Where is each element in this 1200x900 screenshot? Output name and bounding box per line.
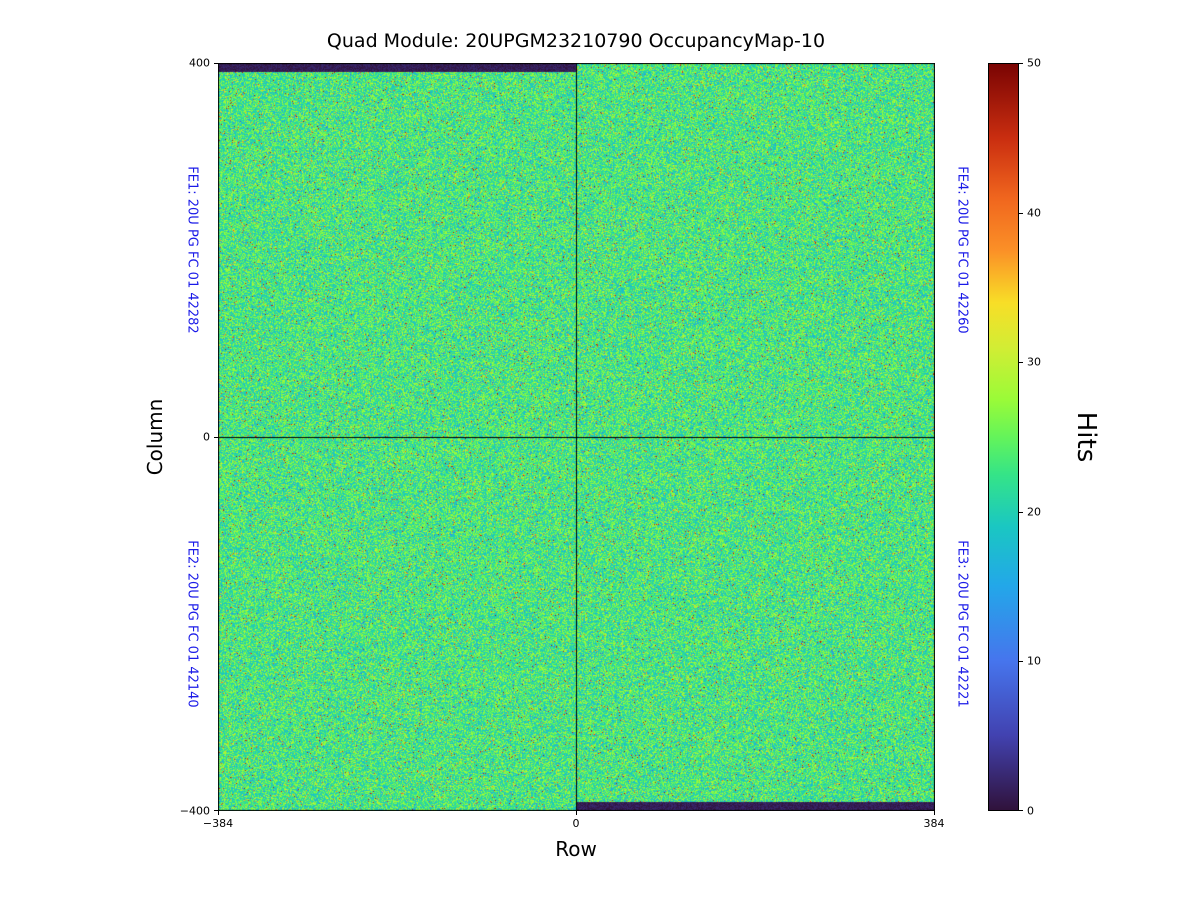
x-axis-label: Row: [555, 837, 597, 861]
colorbar-tick-mark: [1019, 661, 1023, 662]
colorbar-tick-label-40: 40: [1027, 206, 1041, 220]
fe2-chip-label: FE2: 20U PG FC 01 42140: [184, 540, 200, 708]
colorbar-tick-label-50: 50: [1027, 56, 1041, 70]
colorbar-tick-label-10: 10: [1027, 654, 1041, 668]
y-tick-label-400: 400: [189, 56, 210, 70]
x-tick-label-0: 0: [572, 817, 580, 830]
x-tick-mark: [576, 811, 577, 815]
x-tick-label-384: 384: [923, 817, 945, 830]
y-tick-mark: [214, 437, 218, 438]
y-axis-label: Column: [143, 398, 167, 476]
colorbar: [988, 63, 1019, 811]
colorbar-tick-mark: [1019, 213, 1023, 214]
colorbar-tick-mark: [1019, 512, 1023, 513]
colorbar-tick-label-20: 20: [1027, 505, 1041, 519]
colorbar-tick-label-0: 0: [1027, 804, 1034, 818]
y-tick-mark: [214, 810, 218, 811]
occupancy-heatmap-canvas: [218, 63, 935, 811]
y-tick-label-0: 0: [203, 430, 210, 444]
y-tick-mark: [214, 63, 218, 64]
fe3-chip-label: FE3: 20U PG FC 01 42221: [954, 540, 970, 708]
x-tick-mark: [218, 811, 219, 815]
x-tick-mark: [934, 811, 935, 815]
x-tick-label-neg384: −384: [202, 817, 234, 830]
colorbar-tick-label-30: 30: [1027, 355, 1041, 369]
y-tick-label-neg400: −400: [179, 804, 210, 818]
colorbar-tick-mark: [1019, 63, 1023, 64]
colorbar-tick-mark: [1019, 362, 1023, 363]
colorbar-tick-mark: [1019, 810, 1023, 811]
colorbar-title: Hits: [1071, 411, 1101, 463]
fe4-chip-label: FE4: 20U PG FC 01 42260: [954, 166, 970, 334]
fe1-chip-label: FE1: 20U PG FC 01 42282: [184, 166, 200, 334]
page-title: Quad Module: 20UPGM23210790 OccupancyMap…: [326, 30, 826, 52]
